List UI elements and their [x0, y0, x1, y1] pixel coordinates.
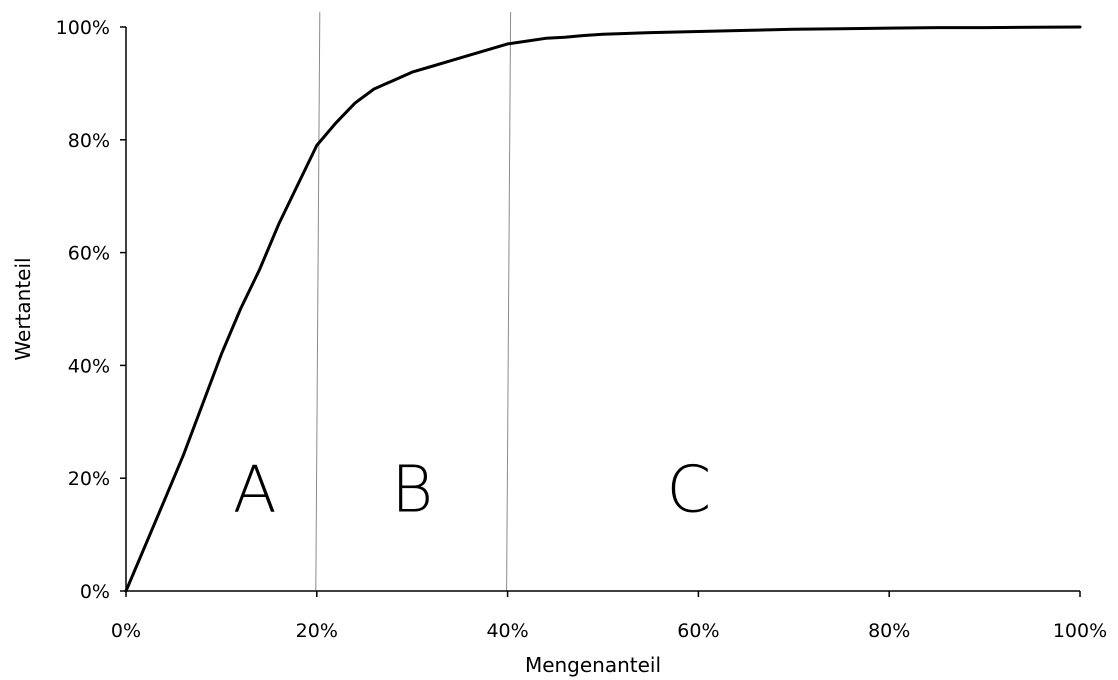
x-tick-label: 60% [677, 620, 719, 642]
x-tick-label: 40% [486, 620, 528, 642]
zone-separator-2 [506, 11, 512, 592]
y-tick-label: 20% [68, 468, 110, 490]
zone-separator-1 [315, 11, 321, 592]
y-tick-label: 40% [68, 355, 110, 377]
x-tick-label: 0% [111, 620, 141, 642]
zone-labels: A B C [233, 453, 711, 527]
x-axis-title: Mengenanteil [525, 653, 661, 677]
y-tick-label: 80% [68, 130, 110, 152]
cumulative-value-line [124, 25, 1082, 593]
tick-labels: 0% 20% 40% 60% 80% 100% 0% 20% 40% 60% 80% 100% [56, 17, 1107, 642]
y-tick-label: 0% [80, 581, 110, 603]
y-axis-title: Wertanteil [11, 257, 35, 360]
tick-marks [120, 26, 1081, 597]
x-tick-label: 80% [868, 620, 910, 642]
zone-label-b: B [391, 453, 433, 527]
y-tick-label: 60% [68, 243, 110, 265]
x-tick-label: 20% [296, 620, 338, 642]
zone-separators [315, 11, 512, 592]
axes [125, 27, 1080, 592]
series-layer [124, 25, 1082, 593]
zone-label-a: A [233, 453, 277, 527]
x-tick-label: 100% [1053, 620, 1107, 642]
y-tick-label: 100% [56, 17, 110, 39]
zone-label-c: C [667, 453, 712, 527]
